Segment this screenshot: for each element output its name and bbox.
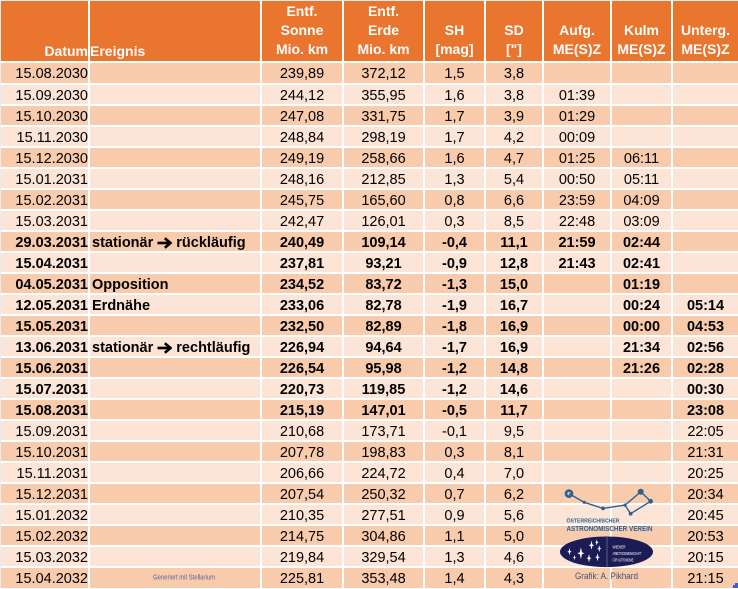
svg-text:ASTRONOMISCHER VEREIN: ASTRONOMISCHER VEREIN — [567, 524, 653, 533]
svg-text:Grafik: A. Pikhard: Grafik: A. Pikhard — [575, 571, 638, 582]
svg-text:ARBEITSGEMEINSCHAFT: ARBEITSGEMEINSCHAFT — [613, 551, 642, 556]
svg-text:FÜR ASTRONOMIE: FÜR ASTRONOMIE — [613, 558, 634, 563]
svg-text:ÖSTERREICHISCHER: ÖSTERREICHISCHER — [567, 518, 621, 525]
svg-text:WIENER: WIENER — [613, 545, 626, 550]
svg-text:Generiert mit Stellarium: Generiert mit Stellarium — [153, 573, 215, 582]
